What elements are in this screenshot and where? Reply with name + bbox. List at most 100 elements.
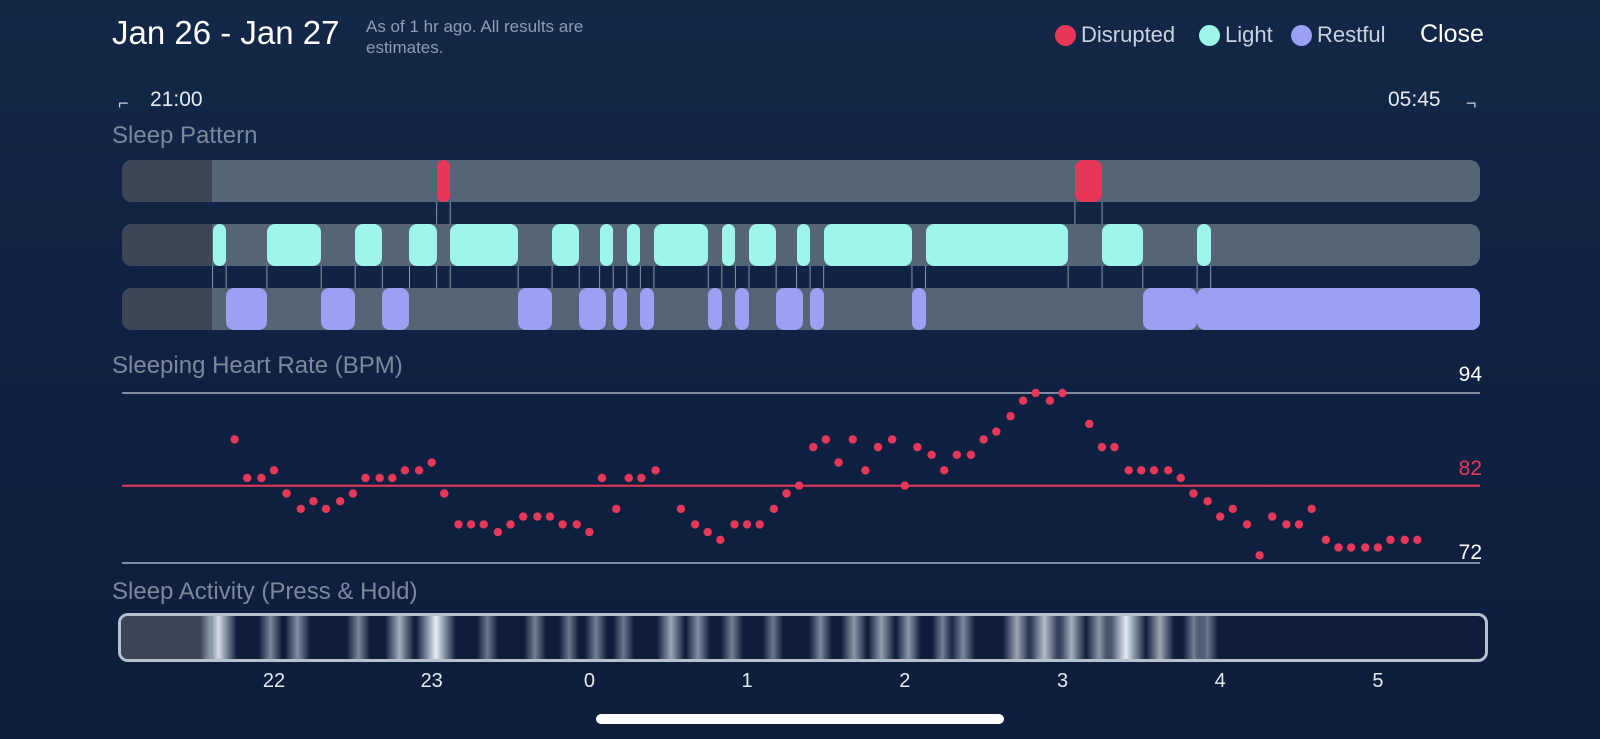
restful-track[interactable] [122, 288, 1480, 330]
x-axis-tick: 0 [583, 670, 595, 692]
hr-point [612, 504, 621, 514]
start-bracket-icon: ⌐ [118, 93, 129, 113]
x-axis-tick: 4 [1214, 670, 1226, 692]
hr-point [257, 473, 266, 483]
light-segment [796, 224, 811, 266]
hr-point [440, 489, 449, 498]
hr-point [1413, 535, 1422, 544]
light-segment [212, 224, 227, 266]
hr-point [479, 520, 488, 529]
activity-band [477, 616, 498, 659]
hr-point [230, 435, 239, 444]
legend-disrupted: Disrupted [1055, 22, 1175, 48]
hr-point [730, 520, 739, 529]
hr-point [690, 520, 700, 529]
hr-point [1203, 497, 1212, 506]
hr-point [558, 520, 567, 529]
hr-point [1216, 512, 1225, 521]
hr-max-label: 94 [1458, 363, 1482, 386]
x-axis-tick: 1 [741, 670, 753, 692]
light-segment [653, 224, 709, 266]
restful-segment [735, 288, 749, 330]
hr-point [992, 427, 1001, 436]
hr-point [755, 520, 764, 529]
activity-band [685, 616, 711, 659]
hr-point [414, 466, 424, 475]
hr-point [1149, 466, 1159, 475]
hr-point [821, 435, 831, 444]
light-segment [355, 224, 383, 266]
activity-band [1105, 616, 1146, 659]
end-time: 05:45 [1388, 88, 1441, 111]
hr-point [454, 520, 463, 529]
home-indicator[interactable] [596, 714, 1004, 724]
hr-point [769, 504, 779, 514]
hr-point [506, 520, 515, 529]
disrupted-segment [1074, 160, 1103, 202]
pre-sleep-region [121, 616, 211, 659]
light-segment [409, 224, 437, 266]
activity-band [416, 616, 457, 659]
hr-point [1386, 535, 1395, 544]
light-track[interactable] [122, 224, 1480, 266]
hr-point [782, 489, 791, 498]
legend-restful-label: Restful [1317, 22, 1386, 47]
activity-band [200, 616, 238, 659]
x-axis-tick: 2 [899, 670, 911, 692]
activity-band [951, 616, 975, 659]
hr-point [624, 473, 633, 483]
activity-band [721, 616, 743, 659]
legend-light-label: Light [1225, 22, 1273, 47]
activity-band [762, 616, 784, 659]
hr-point [1321, 535, 1331, 544]
activity-band [258, 616, 282, 659]
activity-band [1028, 616, 1061, 659]
heart-rate-title: Sleeping Heart Rate (BPM) [112, 352, 403, 379]
light-segment [552, 224, 580, 266]
hr-point [651, 466, 660, 475]
activity-band [841, 616, 868, 659]
hr-point [703, 527, 712, 537]
restful-segment [382, 288, 410, 330]
activity-band [1003, 616, 1032, 659]
hr-point [361, 473, 370, 483]
hr-point [375, 473, 384, 483]
hr-point [1018, 396, 1028, 405]
light-segment [748, 224, 777, 266]
disrupted-track[interactable] [122, 160, 1480, 202]
hr-point [1031, 388, 1040, 398]
hr-point [1189, 489, 1198, 498]
light-segment [450, 224, 519, 266]
hr-point [900, 481, 909, 490]
hr-point [1282, 520, 1291, 529]
close-button[interactable]: Close [1420, 20, 1484, 48]
x-axis-tick: 5 [1372, 670, 1384, 692]
activity-band [585, 616, 608, 659]
pre-sleep-region [122, 224, 212, 266]
light-segment [721, 224, 736, 266]
hr-point [742, 520, 752, 529]
hr-point [1006, 412, 1015, 421]
activity-band [867, 616, 895, 659]
hr-point [1400, 535, 1409, 544]
activity-band [1197, 616, 1218, 659]
hr-point [1228, 504, 1238, 514]
hr-point [1137, 466, 1146, 475]
sleep-activity-strip[interactable] [118, 613, 1488, 662]
hr-point [1294, 520, 1304, 529]
hr-point [1242, 520, 1252, 529]
hr-point [927, 450, 936, 459]
activity-band [808, 616, 832, 659]
hr-point [1124, 466, 1133, 475]
light-segment [1102, 224, 1143, 266]
hr-point [585, 527, 594, 537]
hr-point [1110, 442, 1119, 452]
activity-band [1182, 616, 1205, 659]
hr-point [873, 442, 883, 452]
restful-segment [1142, 288, 1198, 330]
x-axis-tick: 23 [420, 670, 443, 692]
activity-band [1145, 616, 1175, 659]
hr-point [282, 489, 291, 498]
